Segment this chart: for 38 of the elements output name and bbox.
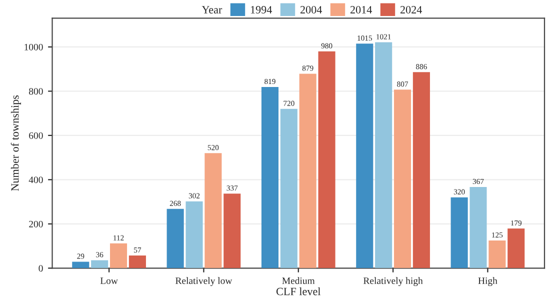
x-tick-label: Medium [282, 277, 315, 284]
bar [110, 243, 128, 268]
bar [186, 201, 203, 268]
bar [91, 260, 108, 268]
x-axis-title: CLF level [276, 287, 321, 296]
y-axis-title: Number of townships [10, 95, 21, 191]
bar [280, 108, 298, 268]
y-tick-label: 0 [38, 265, 43, 272]
y-tick-label: 1000 [24, 44, 43, 50]
x-tick-label: Relatively low [176, 277, 232, 286]
bar [204, 153, 222, 268]
x-tick-label: Low [100, 278, 118, 284]
y-tick-label: 400 [28, 176, 43, 184]
bar [224, 194, 241, 268]
bar [412, 72, 430, 268]
bar [72, 262, 90, 268]
bar [375, 42, 392, 268]
legend-label: 1994 [250, 6, 272, 14]
x-tick-label: High [478, 277, 498, 286]
bar [356, 44, 374, 268]
bar [508, 228, 525, 268]
bar [299, 74, 316, 268]
legend-label: 2014 [350, 6, 372, 14]
y-tick-label: 800 [29, 88, 43, 95]
bar [128, 256, 146, 268]
legend-label: 2004 [300, 6, 322, 14]
bar [470, 186, 487, 268]
bar [166, 208, 184, 268]
bar [318, 51, 336, 268]
bar [450, 197, 468, 268]
legend-title: Year [202, 6, 222, 14]
bar [394, 90, 412, 268]
x-tick-label: Relatively high [363, 277, 423, 286]
bar [488, 240, 506, 268]
legend-label: 2024 [400, 6, 422, 14]
y-tick-label: 600 [29, 132, 43, 139]
bar [261, 86, 278, 268]
y-tick-label: 200 [29, 220, 43, 228]
